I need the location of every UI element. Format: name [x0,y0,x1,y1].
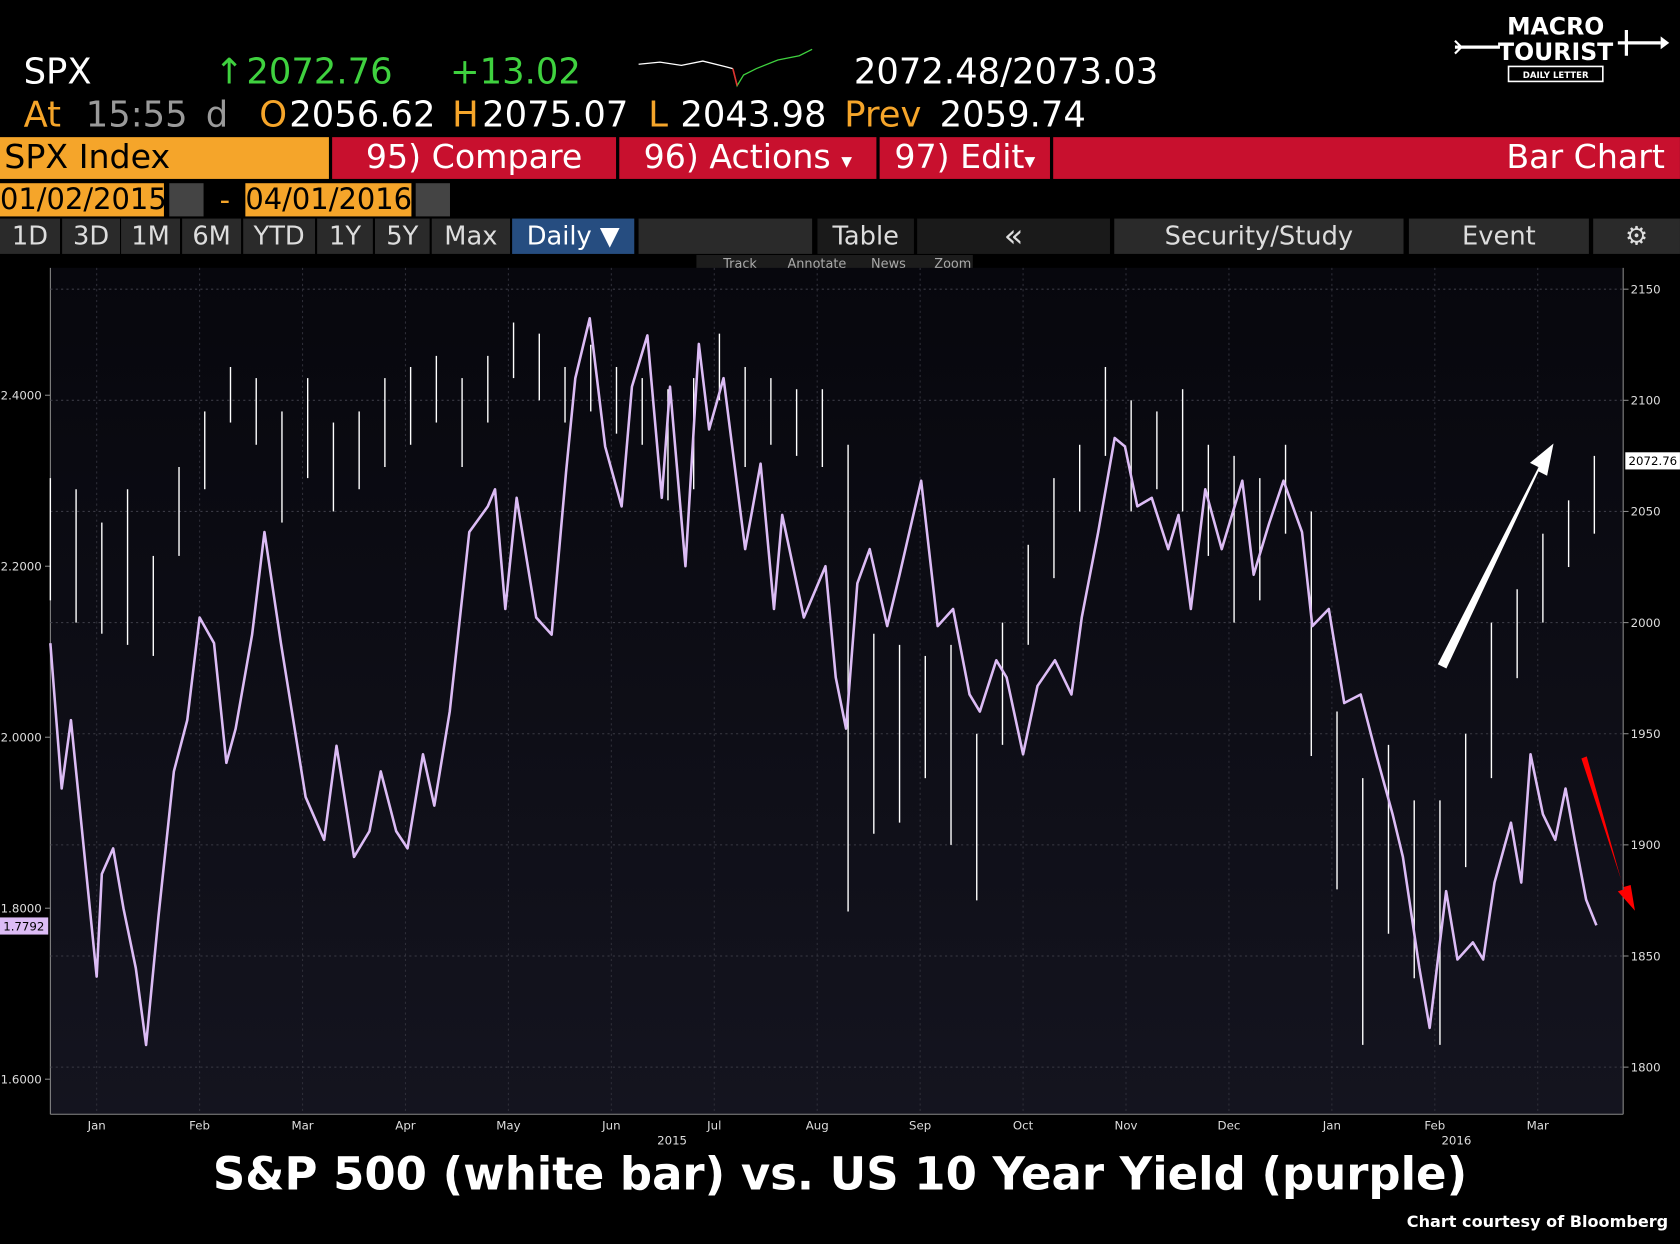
tool-button[interactable]: Zoom [934,256,972,272]
bid-ask: 2072.48/2073.03 [853,50,1159,93]
edit-label: 97) Edit [894,138,1025,177]
y2-tick-label: 2050 [1631,505,1661,519]
y2-tick-label: 2150 [1631,282,1661,296]
x-tick-label: Jul [706,1118,721,1132]
last-value-label: 2072.76 [1629,454,1678,468]
prev-label: Prev [844,93,922,135]
logo-line3: DAILY LETTER [1523,71,1589,81]
plot-area [50,267,1624,1115]
study-button[interactable]: Security/Study [1114,218,1404,254]
actions-label: 96) Actions [643,138,831,177]
high-label: H [452,93,479,135]
y-tick-label: 1.8000 [1,901,42,915]
x-tick-label: Aug [806,1118,829,1132]
logo-line2: TOURIST [1498,38,1613,66]
view-title: Bar Chart [1053,137,1680,179]
tool-button[interactable]: News [871,256,906,272]
y2-tick-label: 1800 [1631,1060,1661,1074]
x-tick-label: Mar [1527,1118,1549,1132]
year-label: 2015 [657,1133,687,1147]
compare-button[interactable]: 95) Compare [332,137,617,179]
price: 2072.76 [246,50,393,93]
event-button[interactable]: Event [1408,218,1589,254]
last-value-tag [0,917,49,935]
low: 2043.98 [680,93,827,135]
range-button[interactable]: 3D [62,218,120,254]
change: +13.02 [449,50,581,93]
x-tick-label: Sep [909,1118,931,1132]
x-tick-label: May [496,1118,520,1132]
caption: S&P 500 (white bar) vs. US 10 Year Yield… [213,1147,1467,1200]
dropdown-icon: ▾ [1024,147,1036,174]
y2-tick-label: 1950 [1631,727,1661,741]
x-tick-label: Mar [291,1118,313,1132]
period-button[interactable]: Daily ▼ [512,218,635,254]
credit: Chart courtesy of Bloomberg [1407,1212,1668,1231]
x-tick-label: Jan [87,1118,106,1132]
table-button[interactable]: Table [817,218,914,254]
at-label: At [23,93,62,135]
logo-line1: MACRO [1507,12,1604,40]
y2-tick-label: 1900 [1631,838,1661,852]
start-date[interactable]: 01/02/2015 [0,183,167,217]
range-button[interactable]: 1Y [317,218,373,254]
range-button[interactable]: 1D [0,218,60,254]
range-button[interactable]: 6M [182,218,242,254]
calendar-button[interactable] [415,183,450,217]
tool-button[interactable]: Annotate [787,256,847,272]
up-arrow: ↑ [214,50,244,93]
x-tick-label: Feb [189,1118,210,1132]
yield-line [49,317,1598,1047]
range-button[interactable]: 1M [121,218,180,254]
open-label: O [259,93,288,135]
range-button[interactable]: 5Y [374,218,430,254]
security-field[interactable]: SPX Index [0,137,329,179]
x-tick-label: Feb [1424,1118,1445,1132]
end-date[interactable]: 04/01/2016 [245,183,413,217]
high: 2075.07 [482,93,629,135]
y-tick-label: 2.4000 [1,389,42,403]
open: 2056.62 [289,93,436,135]
y-tick-label: 1.6000 [1,1072,42,1086]
edit-button[interactable]: 97) Edit▾ [879,137,1050,179]
x-tick-label: Nov [1115,1118,1138,1132]
tool-button[interactable]: Track [723,256,757,272]
logo: MACRO TOURIST DAILY LETTER [1454,12,1670,83]
up-arrow-annotation [1437,443,1554,669]
actions-button[interactable]: 96) Actions ▾ [619,137,877,179]
collapse-button[interactable]: « [917,218,1110,254]
x-tick-label: Jun [601,1118,620,1132]
y-tick-label: 2.0000 [1,731,42,745]
time-flag: d [205,93,229,135]
x-tick-label: Jan [1322,1118,1341,1132]
y-tick-label: 2.2000 [1,560,42,574]
y2-tick-label: 2000 [1631,616,1661,630]
calendar-button[interactable] [169,183,204,217]
dropdown-icon: ▾ [841,147,853,174]
y2-tick-label: 2100 [1631,394,1661,408]
x-tick-label: Apr [395,1118,416,1132]
date-sep: - [219,184,231,218]
down-arrow-annotation [1581,756,1635,911]
sparkline [638,48,813,88]
range-button[interactable]: YTD [243,218,315,254]
low-label: L [648,93,668,135]
last-value-label: 1.7792 [3,919,44,933]
chart-tools[interactable] [638,218,813,254]
x-tick-label: Oct [1013,1118,1034,1132]
last-value-tag [1625,452,1680,470]
time: 15:55 [85,93,188,135]
settings-button[interactable]: ⚙ [1593,218,1680,254]
x-tick-label: Dec [1218,1118,1241,1132]
year-label: 2016 [1441,1133,1471,1147]
range-button[interactable]: Max [431,218,510,254]
y2-tick-label: 1850 [1631,949,1661,963]
prev: 2059.74 [939,93,1086,135]
ticker: SPX [23,50,92,93]
